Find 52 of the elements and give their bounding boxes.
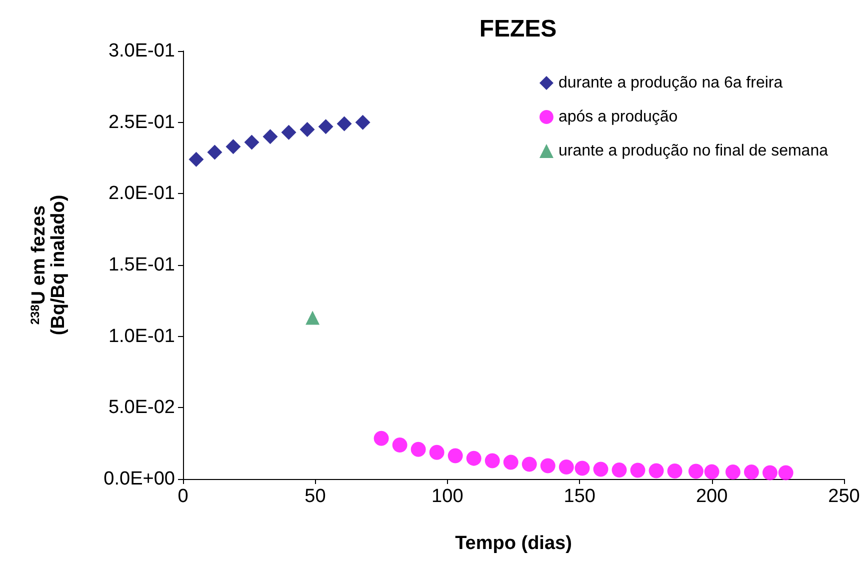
point xyxy=(503,454,518,470)
y-tick-label: 2.5E-01 xyxy=(108,112,175,133)
point xyxy=(300,122,315,137)
point xyxy=(630,462,646,478)
point xyxy=(540,458,556,474)
y-tick-label: 5.0E-02 xyxy=(108,397,175,418)
point xyxy=(244,134,260,150)
point xyxy=(522,456,537,472)
chart-title: FEZES xyxy=(479,16,557,42)
legend-label: durante a produção na 6a freira xyxy=(558,74,783,92)
point xyxy=(725,464,740,480)
point xyxy=(306,310,320,325)
point xyxy=(188,152,204,167)
point xyxy=(574,460,590,476)
x-tick-label: 250 xyxy=(828,486,860,507)
y-tick-label: 1.0E-01 xyxy=(108,326,175,347)
point xyxy=(466,450,482,466)
point xyxy=(448,448,463,464)
point xyxy=(688,464,704,479)
legend-label: após a produção xyxy=(558,108,678,126)
point xyxy=(207,144,222,160)
point xyxy=(744,464,759,480)
point xyxy=(429,444,444,460)
point xyxy=(762,465,778,480)
x-tick-label: 50 xyxy=(304,486,326,507)
point xyxy=(778,465,794,480)
point xyxy=(355,114,370,130)
x-tick-label: 150 xyxy=(564,486,596,507)
point xyxy=(704,464,720,480)
point xyxy=(410,442,426,457)
y-tick-label: 2.0E-01 xyxy=(108,183,175,204)
x-axis-title: Tempo (dias) xyxy=(455,533,572,554)
legend-label: urante a produção no final de semana xyxy=(558,142,828,160)
point xyxy=(558,460,574,475)
x-tick-label: 200 xyxy=(696,486,728,507)
point xyxy=(667,464,682,479)
y-tick-label: 1.5E-01 xyxy=(108,254,175,276)
point xyxy=(593,462,608,477)
point xyxy=(262,129,278,144)
point xyxy=(484,453,500,468)
point xyxy=(374,430,389,446)
x-tick-label: 0 xyxy=(178,486,188,507)
point xyxy=(318,119,334,134)
x-tick-label: 100 xyxy=(432,486,464,507)
point xyxy=(648,463,664,478)
point xyxy=(226,139,241,154)
point xyxy=(281,124,296,140)
y-tick-label: 3.0E-01 xyxy=(108,40,175,62)
point xyxy=(392,438,408,453)
y-tick-label: 0.0E+00 xyxy=(104,468,175,490)
point xyxy=(612,462,627,478)
point xyxy=(336,116,352,132)
